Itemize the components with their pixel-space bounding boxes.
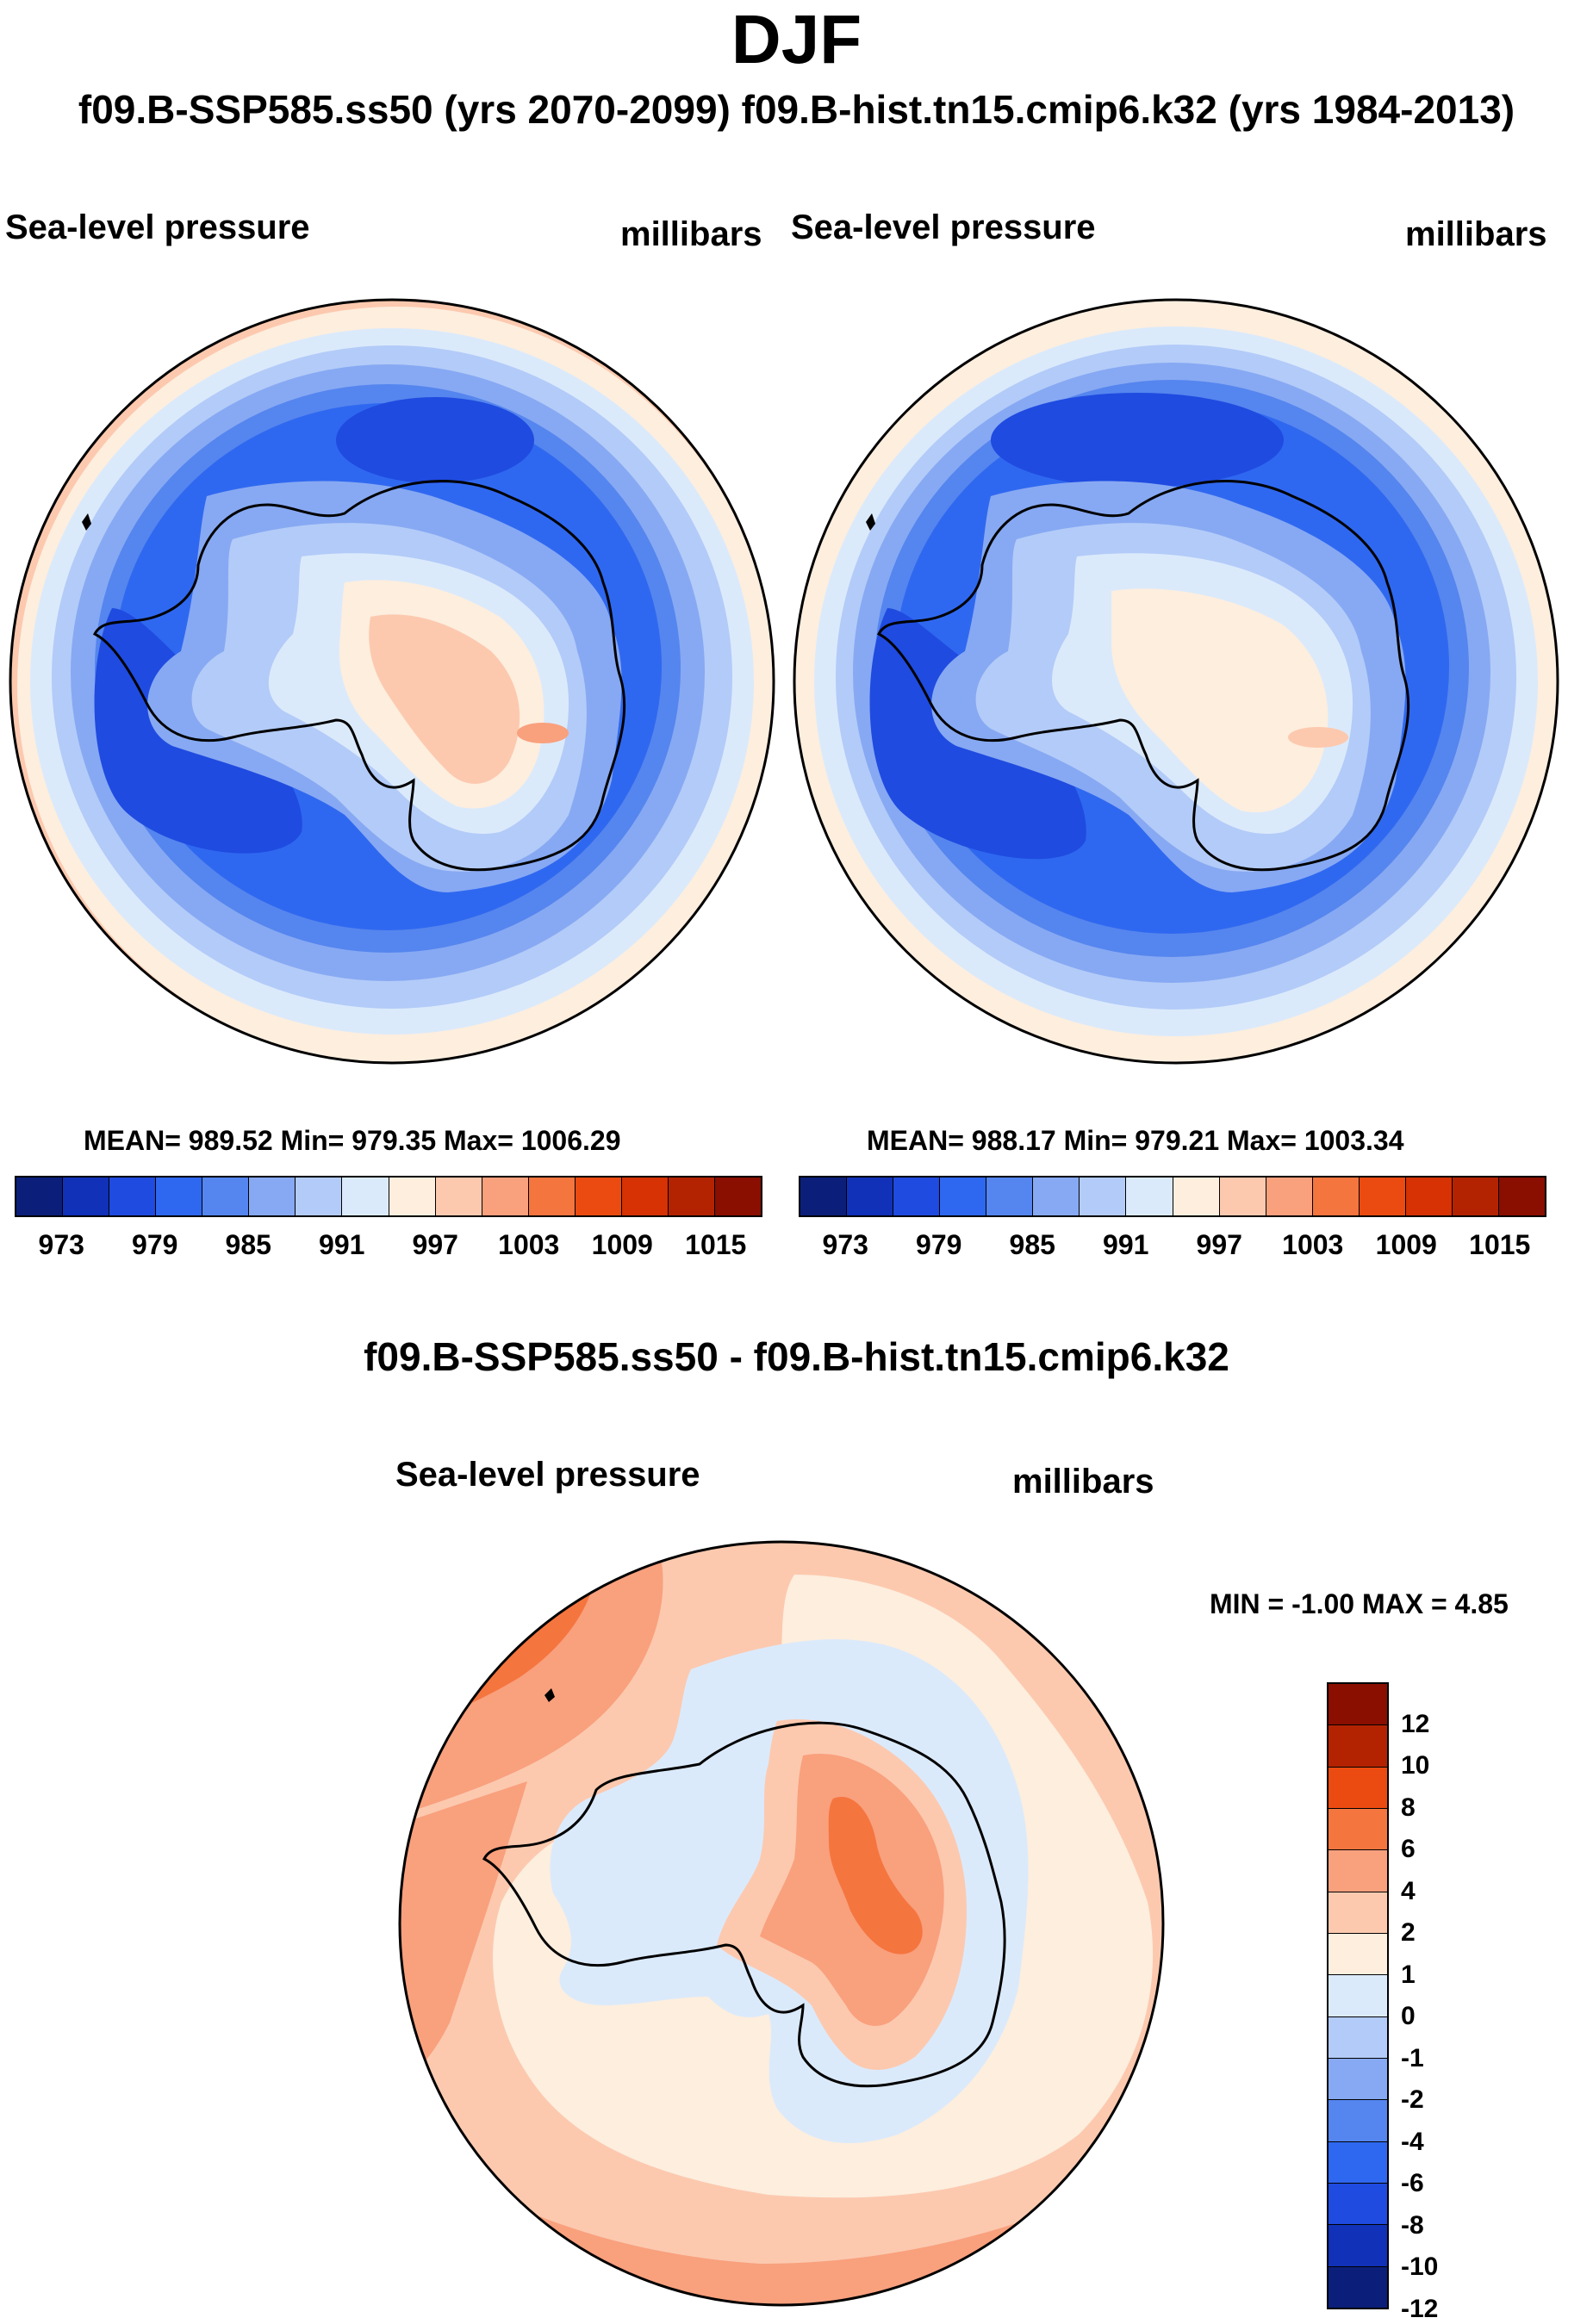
colorbar-tick-label: 12: [1401, 1709, 1430, 1738]
colorbar-swatch: [342, 1178, 389, 1215]
colorbar-swatch: [940, 1178, 987, 1215]
colorbar-tick-label: 1015: [1469, 1229, 1531, 1260]
colorbar-swatch: [1329, 1892, 1387, 1934]
colorbar-tick-label: 997: [412, 1229, 458, 1260]
colorbar-swatch: [621, 1178, 669, 1215]
colorbar-tick-label: -10: [1401, 2253, 1439, 2282]
colorbar-swatch: [389, 1178, 436, 1215]
colorbar-swatch: [668, 1178, 715, 1215]
colorbar-swatch: [1329, 1725, 1387, 1768]
colorbar-swatch: [16, 1178, 64, 1215]
colorbar-swatch: [1329, 2016, 1387, 2059]
colorbar-swatch: [1329, 2100, 1387, 2142]
colorbar-tick-label: -8: [1401, 2210, 1424, 2240]
colorbar-swatch: [249, 1178, 296, 1215]
left-stats: MEAN= 989.52 Min= 979.35 Max= 1006.29: [84, 1125, 621, 1156]
left-colorbar: [15, 1176, 762, 1217]
colorbar-tick-label: 985: [225, 1229, 271, 1260]
colorbar-tick-label: -4: [1401, 2127, 1424, 2156]
colorbar-tick-label: 991: [319, 1229, 365, 1260]
colorbar-tick-label: 1009: [1375, 1229, 1437, 1260]
colorbar-swatch: [1329, 1975, 1387, 2017]
colorbar-swatch: [1329, 2058, 1387, 2101]
colorbar-swatch: [296, 1178, 343, 1215]
right-polar-map: [793, 298, 1559, 1065]
colorbar-tick-label: 973: [38, 1229, 84, 1260]
colorbar-tick-label: 2: [1401, 1918, 1416, 1948]
colorbar-tick-label: 979: [132, 1229, 178, 1260]
colorbar-swatch: [1405, 1178, 1453, 1215]
right-variable-label: Sea-level pressure: [791, 208, 1096, 246]
colorbar-swatch: [1080, 1178, 1127, 1215]
colorbar-tick-label: 0: [1401, 2002, 1416, 2031]
colorbar-tick-label: 4: [1401, 1876, 1416, 1905]
difference-polar-map: [398, 1540, 1165, 2307]
colorbar-tick-label: 997: [1196, 1229, 1242, 1260]
colorbar-swatch: [1329, 2266, 1387, 2308]
colorbar-tick-label: 8: [1401, 1793, 1416, 1822]
colorbar-swatch: [1329, 2225, 1387, 2267]
colorbar-swatch: [1266, 1178, 1313, 1215]
colorbar-tick-label: 991: [1103, 1229, 1149, 1260]
left-polar-map: [9, 298, 775, 1065]
colorbar-tick-label: 1: [1401, 1960, 1416, 1989]
colorbar-swatch: [986, 1178, 1034, 1215]
diff-stats: MIN = -1.00 MAX = 4.85: [1210, 1588, 1509, 1619]
colorbar-swatch: [800, 1178, 848, 1215]
colorbar-swatch: [1359, 1178, 1406, 1215]
colorbar-tick-label: 979: [916, 1229, 962, 1260]
right-units-label: millibars: [1405, 215, 1547, 253]
colorbar-tick-label: 6: [1401, 1835, 1416, 1864]
colorbar-tick-label: 1003: [498, 1229, 560, 1260]
right-colorbar: [799, 1176, 1546, 1217]
diff-variable-label: Sea-level pressure: [395, 1456, 700, 1494]
colorbar-swatch: [575, 1178, 622, 1215]
difference-colorbar: [1327, 1682, 1389, 2309]
colorbar-swatch: [1173, 1178, 1220, 1215]
colorbar-swatch: [435, 1178, 482, 1215]
colorbar-tick-label: 10: [1401, 1751, 1430, 1780]
page-title: DJF: [731, 1, 862, 78]
colorbar-swatch: [202, 1178, 250, 1215]
diff-units-label: millibars: [1012, 1463, 1154, 1501]
colorbar-swatch: [1329, 1850, 1387, 1892]
case-comparison-subtitle: f09.B-SSP585.ss50 (yrs 2070-2099) f09.B-…: [78, 87, 1515, 132]
left-units-label: millibars: [620, 215, 762, 253]
colorbar-swatch: [1329, 1933, 1387, 1976]
colorbar-swatch: [63, 1178, 110, 1215]
colorbar-swatch: [1033, 1178, 1080, 1215]
colorbar-swatch: [714, 1178, 761, 1215]
colorbar-swatch: [156, 1178, 203, 1215]
colorbar-tick-label: -12: [1401, 2295, 1439, 2323]
right-stats: MEAN= 988.17 Min= 979.21 Max= 1003.34: [867, 1125, 1404, 1156]
colorbar-tick-label: 985: [1009, 1229, 1055, 1260]
colorbar-swatch: [1498, 1178, 1545, 1215]
colorbar-tick-label: 973: [822, 1229, 868, 1260]
colorbar-swatch: [1126, 1178, 1173, 1215]
colorbar-swatch: [1329, 2183, 1387, 2226]
colorbar-swatch: [1329, 2141, 1387, 2184]
colorbar-swatch: [1329, 1808, 1387, 1851]
colorbar-swatch: [1219, 1178, 1266, 1215]
colorbar-swatch: [1329, 1684, 1387, 1726]
colorbar-swatch: [1452, 1178, 1499, 1215]
colorbar-swatch: [893, 1178, 941, 1215]
colorbar-tick-label: 1003: [1282, 1229, 1344, 1260]
colorbar-swatch: [1329, 1767, 1387, 1809]
colorbar-swatch: [109, 1178, 157, 1215]
colorbar-tick-label: 1009: [591, 1229, 653, 1260]
colorbar-tick-label: 1015: [685, 1229, 747, 1260]
difference-title: f09.B-SSP585.ss50 - f09.B-hist.tn15.cmip…: [364, 1334, 1229, 1379]
colorbar-tick-label: -1: [1401, 2043, 1424, 2072]
colorbar-swatch: [482, 1178, 529, 1215]
colorbar-swatch: [528, 1178, 576, 1215]
colorbar-tick-label: -6: [1401, 2169, 1424, 2198]
left-variable-label: Sea-level pressure: [5, 208, 310, 246]
colorbar-swatch: [1312, 1178, 1360, 1215]
colorbar-swatch: [847, 1178, 894, 1215]
colorbar-tick-label: -2: [1401, 2085, 1424, 2115]
